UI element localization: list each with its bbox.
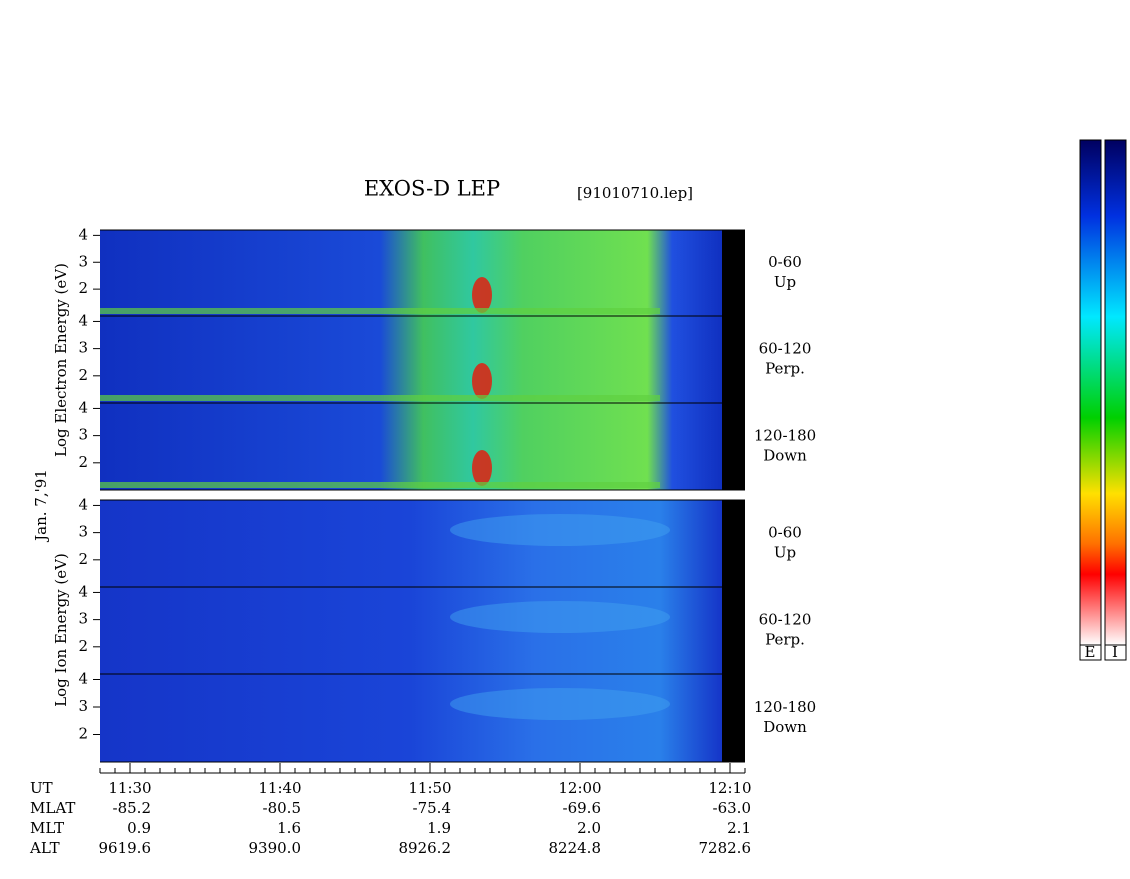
spectrogram-panel [100,316,722,403]
pitch-direction: Down [763,718,807,736]
orbit-value: -85.2 [113,799,151,817]
no-data [722,587,745,674]
y-tick-label: 4 [78,398,88,416]
feature [450,601,670,633]
spectrogram-panel [100,674,722,762]
pitch-range: 60-120 [759,340,812,358]
pitch-range: 0-60 [768,524,802,542]
y-tick-label: 3 [78,697,88,715]
pitch-direction: Up [774,273,796,291]
colorbar-box [1104,644,1127,661]
y-tick-label: 4 [78,670,88,688]
y-tick-label: 4 [78,225,88,243]
y-tick-label: 4 [78,582,88,600]
orbit-value: 7282.6 [699,839,752,857]
feature [450,514,670,546]
row-label: MLT [30,819,64,837]
y-tick-label: 2 [78,453,88,471]
colorbar-label: I [1112,643,1118,661]
feature [100,308,660,314]
no-data [722,674,745,762]
feature [472,363,492,399]
y-tick-label: 3 [78,523,88,541]
orbit-value: 2.1 [727,819,751,837]
orbit-value: 1.9 [427,819,451,837]
feature [100,395,660,401]
feature [472,277,492,313]
spectrogram-panel [100,230,722,316]
x-tick-label: 11:40 [258,779,301,797]
spectrogram-panel [100,587,722,674]
no-data [722,316,745,403]
pitch-range: 120-180 [754,698,816,716]
x-tick-label: 11:30 [108,779,151,797]
pitch-direction: Down [763,447,807,465]
spectrogram-panel [100,500,722,587]
y-tick-label: 2 [78,637,88,655]
row-label: ALT [29,839,60,857]
pitch-direction: Up [774,544,796,562]
pitch-direction: Perp. [765,360,805,378]
spectrogram-panel [100,403,722,490]
y-tick-label: 2 [78,366,88,384]
y-tick-label: 3 [78,252,88,270]
orbit-value: 8224.8 [549,839,602,857]
no-data [722,230,745,316]
y-tick-label: 2 [78,550,88,568]
row-label: MLAT [30,799,75,817]
colorbar-box [1079,644,1102,661]
colorbar-label: E [1085,643,1096,661]
pitch-range: 120-180 [754,427,816,445]
file-name: [91010710.lep] [577,184,693,202]
y-tick-label: 3 [78,610,88,628]
orbit-value: 2.0 [577,819,601,837]
orbit-value: 9390.0 [249,839,302,857]
y-tick-label: 2 [78,279,88,297]
orbit-value: -80.5 [263,799,301,817]
pitch-range: 60-120 [759,611,812,629]
orbit-value: 1.6 [277,819,301,837]
pitch-range: 0-60 [768,253,802,271]
electron-label: Log Electron Energy (eV) [52,263,70,457]
y-tick-label: 2 [78,725,88,743]
orbit-value: 8926.2 [399,839,452,857]
x-tick-label: 12:10 [708,779,751,797]
x-tick-label: 11:50 [408,779,451,797]
title: EXOS-D LEP [364,177,500,201]
y-tick-label: 4 [78,311,88,329]
orbit-value: 9619.6 [99,839,152,857]
ion-label: Log Ion Energy (eV) [52,553,70,707]
orbit-value: 0.9 [127,819,151,837]
y-tick-label: 3 [78,339,88,357]
no-data [722,500,745,587]
orbit-value: -75.4 [413,799,451,817]
y-tick-label: 4 [78,495,88,513]
colorbar [1104,139,1127,646]
date-label: Jan. 7,'91 [32,469,50,543]
orbit-value: -63.0 [713,799,751,817]
x-tick-label: 12:00 [558,779,601,797]
pitch-direction: Perp. [765,631,805,649]
feature [100,482,660,488]
colorbar [1079,139,1102,646]
feature [450,688,670,720]
y-tick-label: 3 [78,426,88,444]
feature [472,450,492,486]
row-label: UT [30,779,53,797]
no-data [722,403,745,490]
orbit-value: -69.6 [563,799,601,817]
